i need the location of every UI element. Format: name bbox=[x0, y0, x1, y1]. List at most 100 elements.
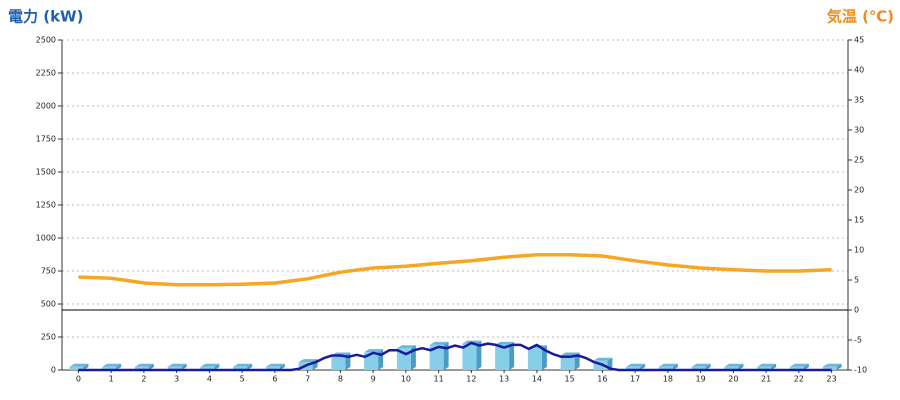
bar-side bbox=[803, 363, 809, 370]
y2-tick-label: -10 bbox=[854, 366, 867, 375]
x-tick-label: 20 bbox=[728, 375, 738, 384]
bar-side bbox=[705, 363, 711, 370]
bar bbox=[462, 343, 477, 370]
x-tick-label: 8 bbox=[338, 375, 343, 384]
bar bbox=[233, 366, 248, 370]
bar-top bbox=[69, 363, 89, 367]
bar-top bbox=[626, 363, 646, 367]
bar bbox=[724, 366, 739, 370]
x-tick-label: 12 bbox=[466, 375, 476, 384]
x-tick-label: 22 bbox=[794, 375, 804, 384]
bar-top bbox=[233, 363, 253, 367]
bar bbox=[69, 366, 84, 370]
y-tick-label: 250 bbox=[41, 333, 56, 342]
bar-top bbox=[658, 363, 678, 367]
bar-side bbox=[181, 363, 187, 370]
y2-tick-label: 0 bbox=[854, 306, 859, 315]
x-tick-label: 9 bbox=[371, 375, 376, 384]
x-tick-label: 15 bbox=[565, 375, 575, 384]
x-tick-label: 5 bbox=[240, 375, 245, 384]
x-tick-label: 0 bbox=[76, 375, 81, 384]
bar bbox=[200, 366, 215, 370]
x-tick-label: 23 bbox=[827, 375, 837, 384]
bar-side bbox=[509, 341, 515, 370]
y-tick-label: 2500 bbox=[36, 36, 56, 45]
y2-tick-label: 10 bbox=[854, 246, 864, 255]
bar-top bbox=[102, 363, 122, 367]
y-axis-title: 電力 (kW) bbox=[8, 8, 83, 26]
y-tick-label: 1250 bbox=[36, 201, 56, 210]
x-tick-label: 14 bbox=[532, 375, 542, 384]
bar-side bbox=[443, 341, 449, 370]
bar bbox=[626, 366, 641, 370]
line bbox=[78, 341, 832, 372]
x-tick-label: 2 bbox=[141, 375, 146, 384]
bar bbox=[560, 355, 575, 370]
x-tick-label: 18 bbox=[663, 375, 673, 384]
x-tick-label: 6 bbox=[272, 375, 277, 384]
bar-top bbox=[757, 363, 777, 367]
y-tick-label: 1500 bbox=[36, 168, 56, 177]
bar bbox=[331, 355, 346, 370]
x-tick-label: 10 bbox=[401, 375, 411, 384]
bar-top bbox=[167, 363, 187, 367]
x-tick-label: 7 bbox=[305, 375, 310, 384]
x-tick-label: 11 bbox=[434, 375, 444, 384]
bar-top bbox=[789, 363, 809, 367]
bar-side bbox=[116, 363, 122, 370]
bar-top bbox=[822, 363, 842, 367]
x-tick-label: 16 bbox=[597, 375, 607, 384]
bar bbox=[102, 366, 117, 370]
bar-top bbox=[134, 363, 154, 367]
bar-top bbox=[265, 363, 285, 367]
bar bbox=[527, 348, 542, 370]
bar bbox=[691, 366, 706, 370]
bar-top bbox=[691, 363, 711, 367]
x-tick-label: 1 bbox=[109, 375, 114, 384]
y2-tick-label: 40 bbox=[854, 66, 864, 75]
x-tick-label: 17 bbox=[630, 375, 640, 384]
bar bbox=[658, 366, 673, 370]
bar bbox=[757, 366, 772, 370]
bar-side bbox=[247, 363, 253, 370]
bar bbox=[822, 366, 837, 370]
y2-tick-label: 35 bbox=[854, 96, 864, 105]
y-tick-label: 1750 bbox=[36, 135, 56, 144]
bar-top bbox=[364, 349, 384, 353]
x-tick-label: 13 bbox=[499, 375, 509, 384]
y-tick-label: 2250 bbox=[36, 69, 56, 78]
x-tick-label: 4 bbox=[207, 375, 212, 384]
bar-top bbox=[495, 341, 515, 345]
bar-side bbox=[279, 363, 285, 370]
y-tick-label: 750 bbox=[41, 267, 56, 276]
bar-side bbox=[771, 363, 777, 370]
bar-side bbox=[148, 363, 154, 370]
y2-tick-label: 30 bbox=[854, 126, 864, 135]
y2-axis-title: 気温 (℃) bbox=[827, 8, 894, 26]
bar-side bbox=[378, 349, 384, 370]
y2-tick-label: -5 bbox=[854, 336, 862, 345]
bar-side bbox=[738, 363, 744, 370]
bar-top bbox=[429, 341, 449, 345]
bar bbox=[495, 344, 510, 370]
bar bbox=[265, 366, 280, 370]
y2-tick-label: 15 bbox=[854, 216, 864, 225]
bar bbox=[429, 344, 444, 370]
y-tick-label: 1000 bbox=[36, 234, 56, 243]
bar-top bbox=[724, 363, 744, 367]
y2-tick-label: 25 bbox=[854, 156, 864, 165]
x-tick-label: 21 bbox=[761, 375, 771, 384]
line bbox=[78, 253, 832, 287]
bar-top bbox=[200, 363, 220, 367]
y-tick-label: 500 bbox=[41, 300, 56, 309]
bar-side bbox=[476, 340, 482, 370]
x-tick-label: 19 bbox=[696, 375, 706, 384]
bar-top bbox=[396, 345, 416, 349]
bar bbox=[167, 366, 182, 370]
y-tick-label: 2000 bbox=[36, 102, 56, 111]
y2-tick-label: 20 bbox=[854, 186, 864, 195]
bar-side bbox=[640, 363, 646, 370]
bar-side bbox=[345, 352, 351, 370]
